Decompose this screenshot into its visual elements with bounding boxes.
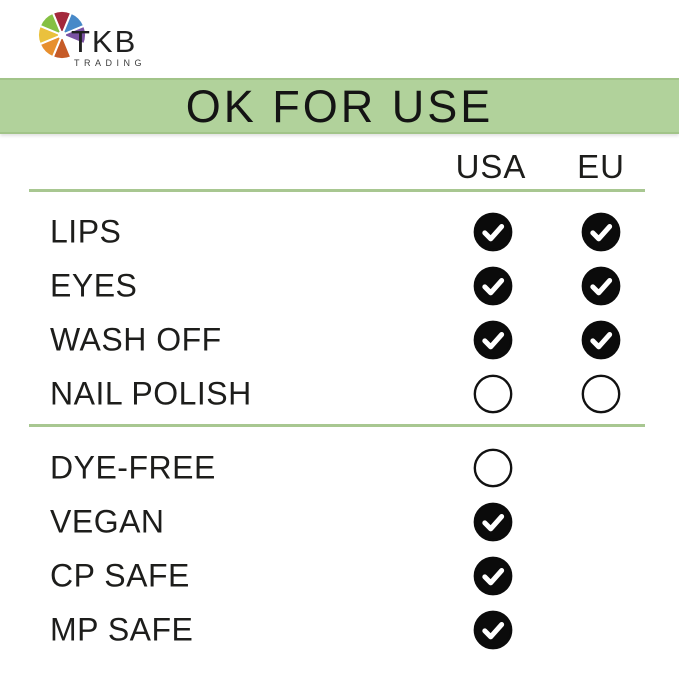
status-circle-usa	[473, 448, 513, 488]
status-circle-usa	[473, 212, 513, 252]
divider-line	[29, 189, 645, 192]
row-label: NAIL POLISH	[50, 375, 252, 412]
status-circle-usa	[473, 320, 513, 360]
status-circle-usa	[473, 266, 513, 306]
status-circle-eu	[581, 266, 621, 306]
page-title: OK FOR USE	[185, 80, 494, 132]
status-circle-eu	[581, 320, 621, 360]
wheel-hub	[58, 31, 66, 39]
table-row: DYE-FREE	[0, 441, 679, 495]
table-row: MP SAFE	[0, 603, 679, 657]
status-circle-usa	[473, 502, 513, 542]
table-row: EYES	[0, 259, 679, 313]
color-wheel-icon	[37, 10, 87, 60]
usage-table-section: LIPS EYES WASH OFF	[0, 205, 679, 421]
column-header-usa: USA	[455, 148, 527, 185]
row-label: VEGAN	[50, 503, 165, 540]
table-row: WASH OFF	[0, 313, 679, 367]
tkb-logo: TKB TRADING	[37, 9, 177, 71]
status-circle-usa	[473, 610, 513, 650]
row-label: EYES	[50, 267, 138, 304]
row-label: DYE-FREE	[50, 449, 216, 486]
wheel-wedge	[38, 11, 64, 37]
status-circle-usa	[473, 556, 513, 596]
table-row: CP SAFE	[0, 549, 679, 603]
row-label: WASH OFF	[50, 321, 222, 358]
brand-subtitle: TRADING	[74, 58, 146, 68]
brand-name: TKB	[71, 24, 138, 59]
divider-line	[29, 424, 645, 427]
wheel-wedge	[59, 24, 87, 46]
row-label: LIPS	[50, 213, 122, 250]
attributes-table-section: DYE-FREE VEGAN CP SAFE	[0, 441, 679, 657]
table-row: LIPS	[0, 205, 679, 259]
table-row: NAIL POLISH	[0, 367, 679, 421]
status-circle-usa	[473, 374, 513, 414]
table-row: VEGAN	[0, 495, 679, 549]
row-label: CP SAFE	[50, 557, 190, 594]
row-label: MP SAFE	[50, 611, 194, 648]
status-circle-eu	[581, 374, 621, 414]
column-header-eu: EU	[577, 148, 625, 185]
status-circle-eu	[581, 212, 621, 252]
title-banner: OK FOR USE	[0, 78, 679, 134]
